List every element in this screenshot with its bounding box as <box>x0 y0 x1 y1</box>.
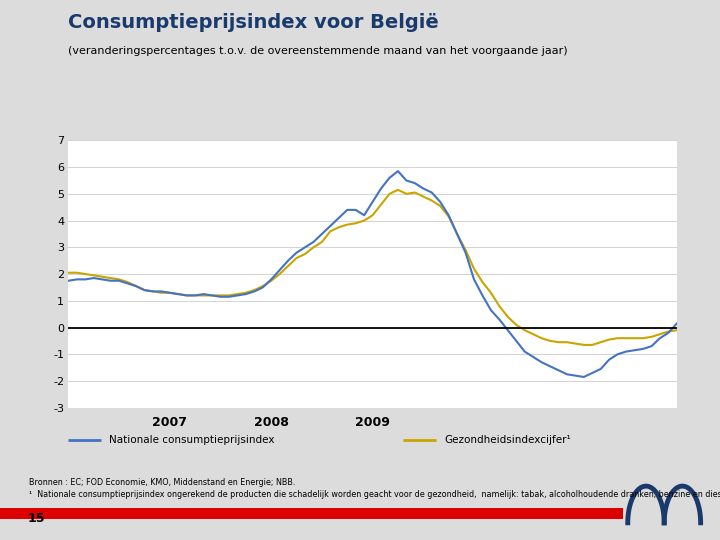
Text: Nationale consumptieprijsindex: Nationale consumptieprijsindex <box>109 435 275 445</box>
Text: ¹  Nationale consumptieprijsindex ongerekend de producten die schadelijk worden : ¹ Nationale consumptieprijsindex ongerek… <box>29 490 720 500</box>
Text: Consumptieprijsindex voor België: Consumptieprijsindex voor België <box>68 14 439 32</box>
Text: 15: 15 <box>27 512 45 525</box>
Text: Bronnen : EC; FOD Economie, KMO, Middenstand en Energie; NBB.: Bronnen : EC; FOD Economie, KMO, Middens… <box>29 478 295 487</box>
Text: (veranderingspercentages t.o.v. de overeenstemmende maand van het voorgaande jaa: (veranderingspercentages t.o.v. de overe… <box>68 46 568 56</box>
Text: Gezondheidsindexcijfer¹: Gezondheidsindexcijfer¹ <box>444 435 571 445</box>
